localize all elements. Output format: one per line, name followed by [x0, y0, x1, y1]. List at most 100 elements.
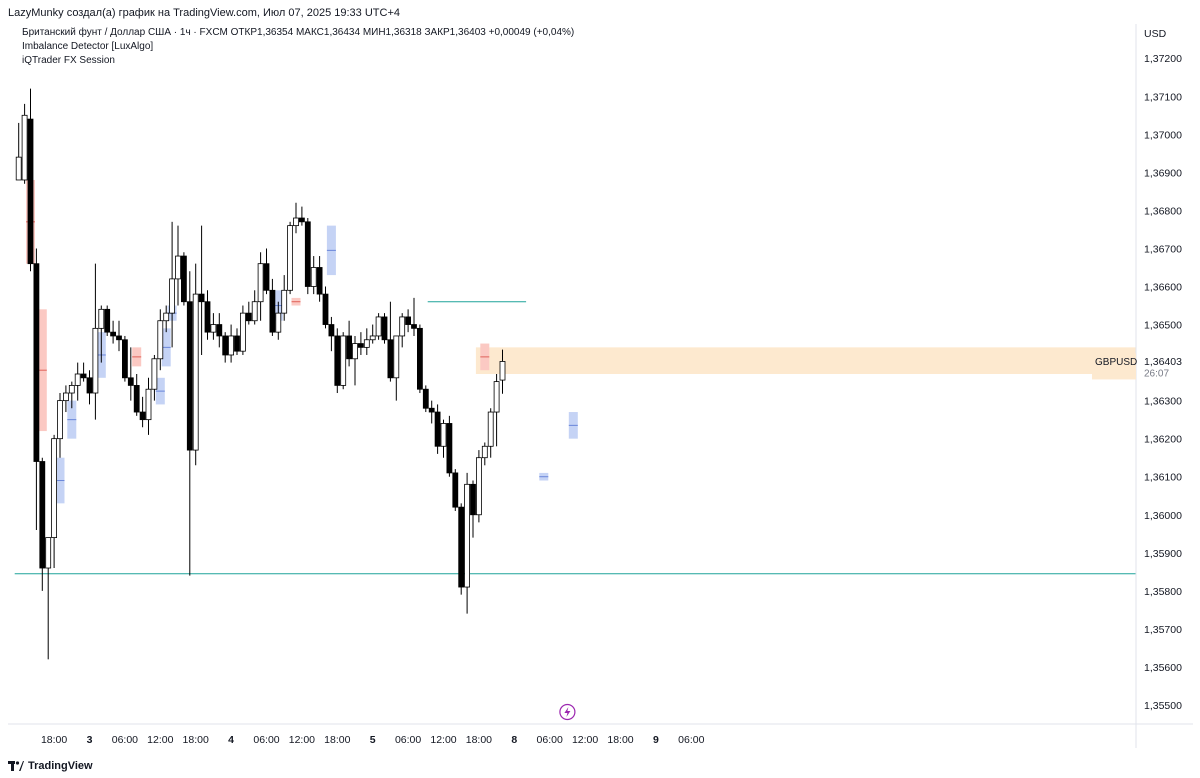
candle-up[interactable] [98, 308, 105, 329]
candle-up[interactable] [228, 335, 235, 356]
time-tick-label: 06:00 [112, 734, 138, 746]
candle-up[interactable] [363, 339, 370, 348]
candle-down[interactable] [186, 301, 193, 451]
candle-up[interactable] [210, 324, 217, 333]
time-tick-label: 06:00 [537, 734, 563, 746]
candle-down[interactable] [316, 267, 323, 295]
candle-down[interactable] [263, 263, 270, 291]
candle-up[interactable] [51, 438, 57, 538]
candle-up[interactable] [157, 320, 164, 360]
candle-down[interactable] [33, 263, 40, 462]
candle-down[interactable] [304, 221, 311, 287]
candle-up[interactable] [369, 335, 376, 341]
candle-down[interactable] [434, 411, 441, 447]
candle-down[interactable] [198, 293, 205, 303]
candle-down[interactable] [422, 388, 429, 409]
time-tick-label: 9 [653, 734, 659, 746]
candle-down[interactable] [110, 331, 116, 337]
candle-up[interactable] [499, 361, 506, 381]
price-tick-label: 1,36800 [1144, 205, 1182, 217]
candle-down[interactable] [458, 506, 465, 588]
candle-down[interactable] [222, 335, 229, 356]
candle-down[interactable] [269, 289, 276, 333]
candle-up[interactable] [293, 217, 299, 227]
indicator-fx-session[interactable]: iQTrader FX Session [22, 55, 115, 66]
candle-up[interactable] [163, 312, 170, 322]
candle-down[interactable] [416, 327, 423, 390]
candle-up[interactable] [352, 343, 358, 360]
candle-up[interactable] [45, 537, 52, 569]
indicator-imbalance-detector[interactable]: Imbalance Detector [LuxAlgo] [22, 41, 154, 52]
candle-down[interactable] [446, 423, 453, 474]
candle-up[interactable] [251, 301, 258, 322]
candle-down[interactable] [116, 335, 122, 341]
candle-up[interactable] [440, 423, 447, 447]
candle-up[interactable] [63, 392, 69, 402]
candle-up[interactable] [340, 335, 347, 386]
candle-up[interactable] [475, 457, 482, 516]
candle-down[interactable] [139, 411, 146, 421]
candle-up[interactable] [399, 316, 406, 337]
candle-down[interactable] [104, 308, 111, 333]
candle-up[interactable] [281, 289, 288, 314]
candle-up[interactable] [92, 327, 99, 394]
candle-up[interactable] [68, 385, 75, 394]
candle-up[interactable] [287, 225, 294, 291]
candle-up[interactable] [169, 278, 176, 314]
candle-down[interactable] [328, 324, 335, 337]
candle-down[interactable] [122, 339, 128, 379]
candle-up[interactable] [21, 114, 28, 181]
candle-up[interactable] [464, 483, 471, 588]
candle-down[interactable] [234, 335, 240, 352]
candle-down[interactable] [387, 339, 394, 379]
candle-up[interactable] [310, 267, 317, 287]
candle-down[interactable] [127, 377, 134, 386]
candle-up[interactable] [493, 381, 500, 413]
candle-up[interactable] [275, 312, 282, 333]
candle-up[interactable] [175, 255, 181, 280]
candle-up[interactable] [151, 358, 158, 390]
candle-down[interactable] [245, 312, 252, 322]
candle-down[interactable] [27, 118, 34, 265]
candle-down[interactable] [298, 217, 305, 223]
currency-label[interactable]: USD [1144, 28, 1167, 40]
candle-up[interactable] [57, 400, 63, 440]
candle-down[interactable] [452, 472, 459, 508]
price-tick-label: 1,36600 [1144, 282, 1182, 294]
candle-up[interactable] [239, 312, 246, 352]
candle-down[interactable] [334, 335, 341, 386]
candle-down[interactable] [216, 324, 223, 337]
candle-down[interactable] [80, 373, 87, 379]
candle-up[interactable] [145, 388, 152, 421]
supply-demand-zone [475, 347, 1136, 374]
candle-up[interactable] [481, 445, 488, 459]
candle-down[interactable] [405, 316, 412, 325]
tradingview-logo-icon[interactable] [8, 760, 24, 772]
candle-down[interactable] [39, 461, 46, 569]
price-tick-label: 1,35700 [1144, 624, 1182, 636]
symbol-legend[interactable]: Британский фунт / Доллар США · 1ч · FXCM… [22, 27, 575, 38]
candle-down[interactable] [86, 377, 93, 394]
candle-down[interactable] [428, 407, 435, 413]
symbol-tag: GBPUSD [1095, 357, 1137, 368]
footer-brand[interactable]: TradingView [28, 760, 93, 772]
candle-up[interactable] [74, 373, 81, 386]
candle-up[interactable] [375, 316, 382, 337]
candle-down[interactable] [346, 335, 353, 360]
candle-down[interactable] [180, 255, 187, 303]
candle-down[interactable] [204, 301, 211, 333]
candle-down[interactable] [470, 483, 476, 516]
candle-down[interactable] [411, 324, 417, 329]
candle-down[interactable] [322, 293, 329, 325]
last-price-tag-bg [1092, 353, 1136, 380]
candle-up[interactable] [257, 263, 264, 303]
candle-down[interactable] [357, 343, 364, 348]
candlestick-chart[interactable]: 1,37200 1,37100 1,37000 1,36900 1,36800 1,367… [8, 24, 1193, 748]
candle-up[interactable] [15, 156, 22, 181]
candle-up[interactable] [393, 335, 400, 379]
candle-down[interactable] [381, 316, 388, 341]
candle-up[interactable] [192, 293, 199, 451]
price-tick-label: 1,36500 [1144, 320, 1182, 332]
candle-down[interactable] [133, 385, 140, 413]
candle-up[interactable] [487, 411, 494, 447]
